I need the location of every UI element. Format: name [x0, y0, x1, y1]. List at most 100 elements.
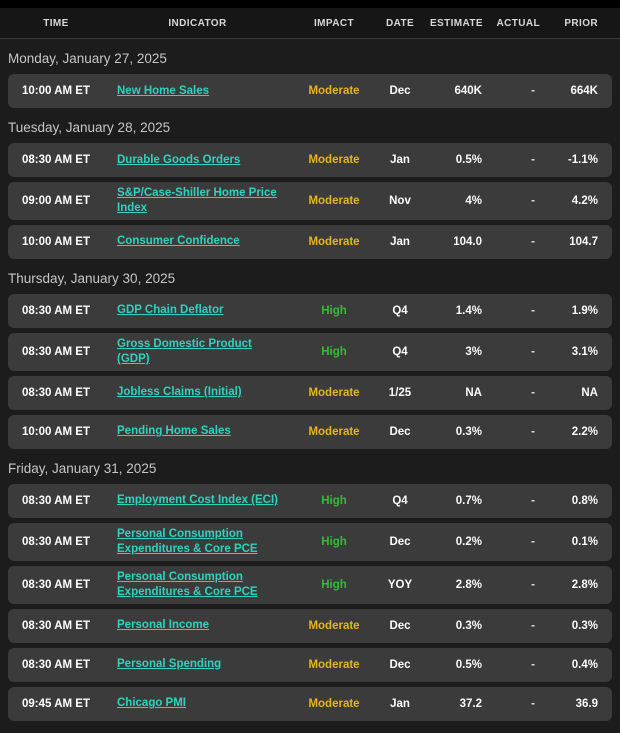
indicator-link[interactable]: Pending Home Sales: [117, 425, 231, 438]
estimate-value: NA: [465, 386, 482, 399]
indicator-cell: Employment Cost Index (ECI): [104, 489, 291, 512]
event-row: 09:45 AM ET Chicago PMI Moderate Jan 37.…: [8, 686, 612, 721]
day-rows: 08:30 AM ET Durable Goods Orders Moderat…: [0, 143, 620, 259]
day-rows: 10:00 AM ET New Home Sales Moderate Dec …: [0, 74, 620, 108]
event-time: 08:30 AM ET: [22, 658, 90, 671]
event-date: Q4: [392, 494, 408, 507]
estimate-value: 1.4%: [455, 304, 482, 317]
event-row: 08:30 AM ET Personal Spending Moderate D…: [8, 647, 612, 682]
table-header-row: TIME INDICATOR IMPACT DATE ESTIMATE ACTU…: [8, 8, 612, 38]
prior-value: 36.9: [575, 697, 598, 710]
indicator-cell: Consumer Confidence: [104, 230, 291, 253]
event-time: 08:30 AM ET: [22, 154, 90, 166]
calendar-body: Monday, January 27, 2025 10:00 AM ET New…: [0, 51, 620, 721]
event-row: 08:30 AM ET Personal Consumption Expendi…: [8, 522, 612, 561]
indicator-cell: Personal Income: [104, 614, 291, 637]
event-row: 10:00 AM ET New Home Sales Moderate Dec …: [8, 74, 612, 108]
indicator-link[interactable]: Personal Consumption Expenditures & Core…: [117, 527, 258, 555]
impact-label: High: [321, 494, 347, 507]
event-time: 08:30 AM ET: [22, 578, 90, 591]
column-header-date: DATE: [385, 17, 415, 29]
event-row: 08:30 AM ET Personal Income Moderate Dec…: [8, 608, 612, 643]
impact-label: Moderate: [308, 425, 360, 438]
impact-label: Moderate: [308, 154, 360, 166]
indicator-cell: Jobless Claims (Initial): [104, 381, 291, 404]
prior-value: 2.8%: [571, 578, 598, 591]
indicator-link[interactable]: Personal Spending: [117, 658, 222, 671]
impact-label: High: [321, 578, 347, 591]
impact-label: Moderate: [308, 386, 360, 399]
actual-value: -: [531, 85, 535, 97]
estimate-value: 3%: [465, 345, 482, 358]
indicator-link[interactable]: Personal Consumption Expenditures & Core…: [117, 570, 258, 598]
impact-label: High: [321, 345, 347, 358]
day-section: Thursday, January 30, 2025 08:30 AM ET G…: [0, 271, 620, 449]
indicator-link[interactable]: Personal Income: [117, 619, 210, 632]
actual-value: -: [531, 345, 535, 358]
day-header: Monday, January 27, 2025: [8, 51, 167, 66]
impact-label: Moderate: [308, 85, 360, 97]
event-time: 10:00 AM ET: [22, 85, 90, 97]
event-row: 08:30 AM ET Durable Goods Orders Moderat…: [8, 143, 612, 177]
actual-value: -: [531, 425, 535, 438]
indicator-cell: Pending Home Sales: [104, 420, 291, 443]
prior-value: 2.2%: [571, 425, 598, 438]
impact-label: Moderate: [308, 235, 360, 248]
actual-value: -: [531, 194, 535, 207]
estimate-value: 0.3%: [455, 619, 482, 632]
event-date: Dec: [389, 535, 411, 548]
day-header: Friday, January 31, 2025: [8, 460, 157, 476]
day-header: Thursday, January 30, 2025: [8, 270, 176, 286]
event-time: 08:30 AM ET: [22, 345, 90, 358]
indicator-cell: S&P/Case-Shiller Home Price Index: [104, 182, 291, 220]
day-section: Tuesday, January 28, 2025 08:30 AM ET Du…: [0, 120, 620, 259]
actual-value: -: [531, 619, 535, 632]
actual-value: -: [531, 304, 535, 317]
indicator-cell: Durable Goods Orders: [104, 149, 291, 172]
indicator-link[interactable]: Gross Domestic Product (GDP): [117, 337, 252, 365]
event-time: 08:30 AM ET: [22, 494, 90, 507]
event-row: 10:00 AM ET Consumer Confidence Moderate…: [8, 224, 612, 259]
prior-value: 4.2%: [571, 194, 598, 207]
indicator-cell: Personal Spending: [104, 653, 291, 676]
event-row: 08:30 AM ET Gross Domestic Product (GDP)…: [8, 332, 612, 371]
event-row: 08:30 AM ET Personal Consumption Expendi…: [8, 565, 612, 604]
actual-value: -: [531, 235, 535, 248]
indicator-link[interactable]: Durable Goods Orders: [117, 153, 241, 166]
column-header-actual: ACTUAL: [496, 17, 540, 29]
event-date: Q4: [392, 304, 408, 317]
actual-value: -: [531, 535, 535, 548]
impact-label: High: [321, 304, 347, 317]
actual-value: -: [531, 658, 535, 671]
estimate-value: 104.0: [453, 235, 482, 248]
impact-label: Moderate: [308, 619, 360, 632]
indicator-link[interactable]: Consumer Confidence: [117, 235, 240, 248]
indicator-link[interactable]: New Home Sales: [117, 84, 210, 97]
indicator-link[interactable]: Employment Cost Index (ECI): [117, 494, 279, 507]
prior-value: 104.7: [569, 235, 598, 248]
indicator-link[interactable]: GDP Chain Deflator: [117, 304, 224, 317]
indicator-link[interactable]: Chicago PMI: [117, 697, 187, 710]
event-time: 08:30 AM ET: [22, 535, 90, 548]
indicator-link[interactable]: S&P/Case-Shiller Home Price Index: [117, 187, 277, 214]
estimate-value: 0.2%: [455, 535, 482, 548]
event-date: 1/25: [388, 386, 412, 399]
event-time: 08:30 AM ET: [22, 386, 90, 399]
event-time: 08:30 AM ET: [22, 304, 90, 317]
estimate-value: 640K: [454, 85, 483, 97]
column-header-prior: PRIOR: [564, 17, 598, 29]
event-date: Dec: [389, 658, 411, 671]
actual-value: -: [531, 494, 535, 507]
prior-value: -1.1%: [567, 154, 598, 166]
impact-label: High: [321, 535, 347, 548]
indicator-link[interactable]: Jobless Claims (Initial): [117, 386, 242, 399]
prior-value: 1.9%: [571, 304, 598, 317]
event-date: Jan: [390, 154, 410, 166]
impact-label: Moderate: [308, 658, 360, 671]
event-date: Jan: [390, 235, 410, 248]
event-row: 10:00 AM ET Pending Home Sales Moderate …: [8, 414, 612, 449]
prior-value: 0.3%: [571, 619, 598, 632]
event-date: Nov: [389, 194, 411, 207]
estimate-value: 0.7%: [455, 494, 482, 507]
column-header-impact: IMPACT: [314, 17, 354, 29]
